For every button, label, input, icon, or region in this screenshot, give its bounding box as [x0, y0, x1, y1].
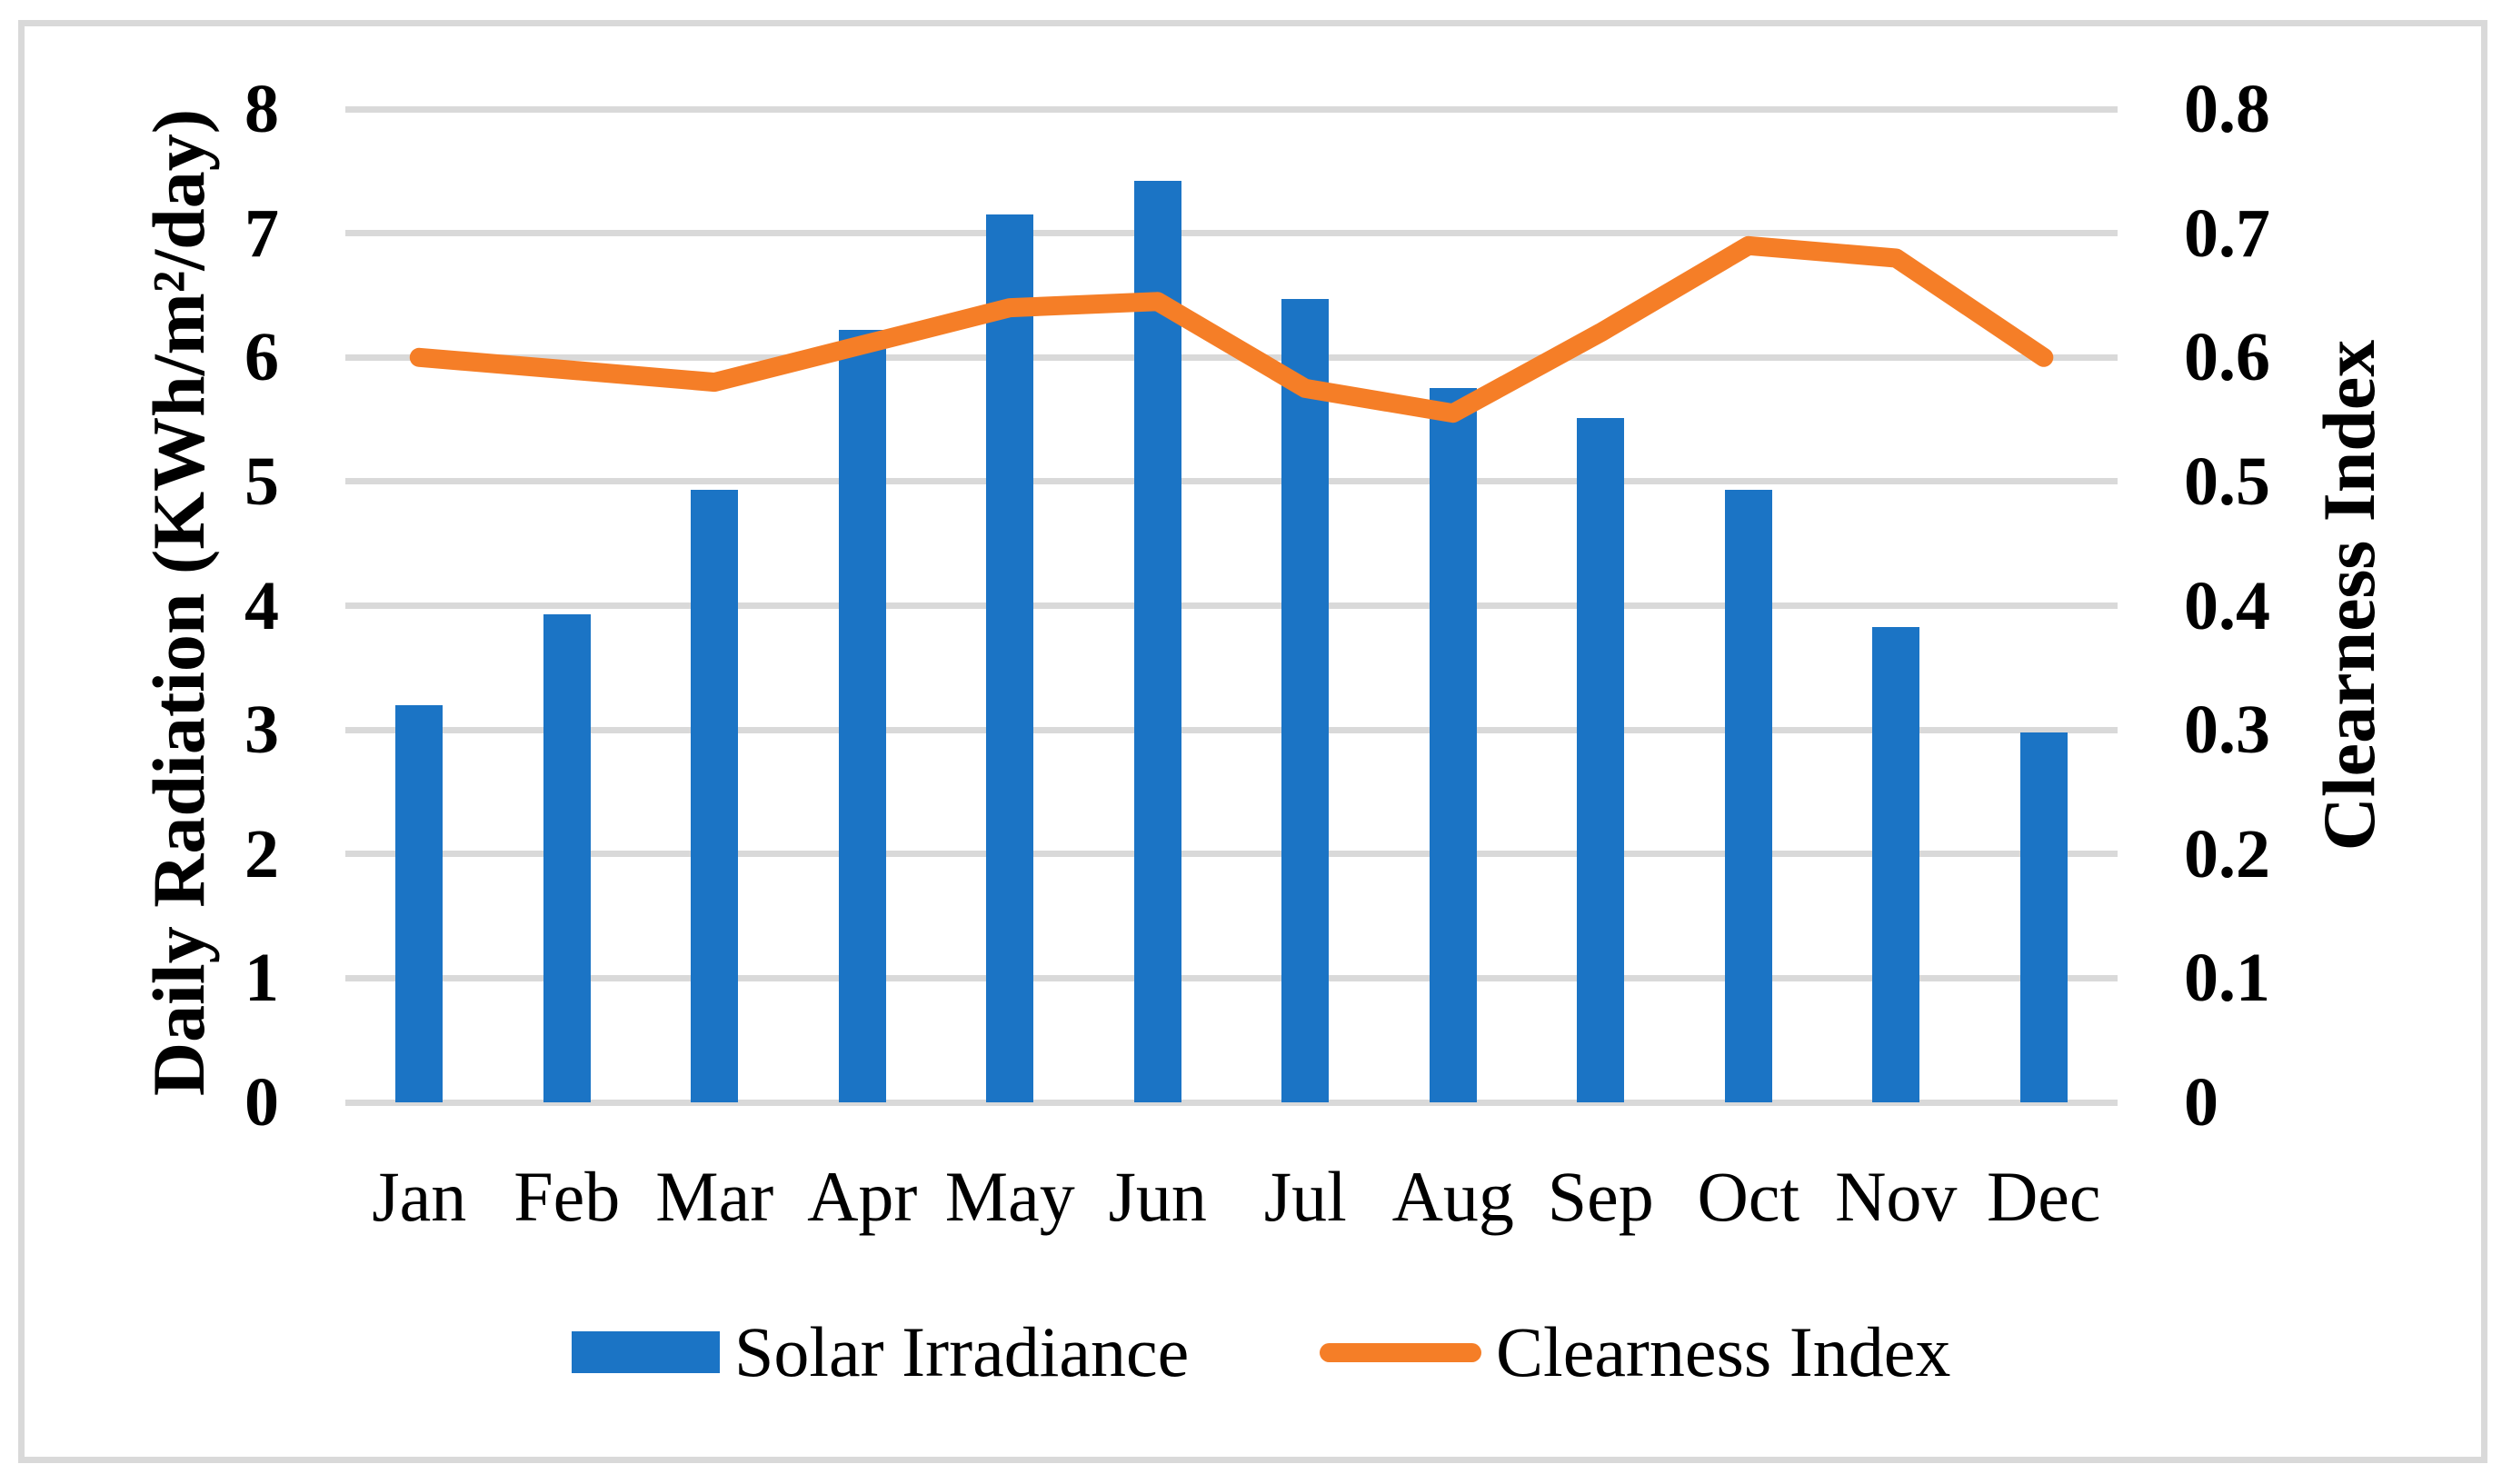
left-axis-tick: 3	[244, 692, 279, 769]
x-axis-label-apr: Apr	[807, 1157, 918, 1236]
right-axis-tick: 0.5	[2184, 443, 2270, 520]
gridline	[345, 851, 2118, 858]
chart-border	[18, 20, 2487, 1463]
x-axis-label-jul: Jul	[1263, 1157, 1347, 1236]
bar-aug	[1429, 388, 1477, 1102]
bar-sep	[1577, 418, 1625, 1102]
gridline	[345, 1099, 2118, 1106]
right-axis-tick: 0.6	[2184, 319, 2270, 396]
gridline	[345, 726, 2118, 733]
x-axis-label-dec: Dec	[1986, 1157, 2101, 1236]
bar-jul	[1281, 299, 1330, 1102]
plot-area	[345, 105, 2118, 1106]
bar-apr	[838, 330, 886, 1102]
left-axis-tick: 0	[244, 1064, 279, 1140]
clearness-index-line-icon	[1320, 1342, 1481, 1362]
gridline	[345, 105, 2118, 113]
right-axis-tick: 0.8	[2184, 71, 2270, 147]
legend-item-solar-irradiance: Solar Irradiance	[572, 1289, 1189, 1416]
left-axis-tick: 7	[244, 194, 279, 272]
x-axis-label-sep: Sep	[1547, 1157, 1654, 1236]
left-axis-tick: 6	[244, 319, 279, 396]
x-axis-label-may: May	[944, 1157, 1075, 1236]
gridline	[345, 974, 2118, 981]
right-axis-tick: 0.1	[2184, 940, 2270, 1017]
clearness-index-polyline	[409, 235, 2054, 423]
x-axis-label-aug: Aug	[1391, 1157, 1514, 1236]
bar-may	[986, 214, 1034, 1102]
bar-nov	[1872, 626, 1920, 1102]
right-axis-title: Clearness Index	[2308, 339, 2390, 852]
left-axis-tick: 2	[244, 815, 279, 892]
x-axis-label-feb: Feb	[513, 1157, 621, 1236]
right-axis-tick: 0.7	[2184, 194, 2270, 272]
right-axis-tick: 0.4	[2184, 567, 2270, 644]
right-axis-tick: 0.2	[2184, 815, 2270, 892]
bar-mar	[691, 490, 739, 1102]
bar-feb	[543, 614, 591, 1102]
bar-jan	[395, 704, 444, 1102]
solar-irradiance-swatch-icon	[572, 1331, 720, 1373]
right-axis-tick: 0	[2184, 1064, 2218, 1140]
x-axis-label-oct: Oct	[1697, 1157, 1800, 1236]
legend-item-clearness-index: Clearness Index	[1320, 1289, 1950, 1416]
x-axis-label-mar: Mar	[655, 1157, 774, 1236]
left-axis-title: Daily Radiation (KWh/m²/day)	[137, 108, 220, 1097]
x-axis-label-nov: Nov	[1835, 1157, 1958, 1236]
left-axis-tick: 8	[244, 71, 279, 147]
left-axis-tick: 4	[244, 567, 279, 644]
legend: Solar Irradiance Clearness Index	[0, 1289, 2512, 1416]
gridline	[345, 354, 2118, 361]
x-axis-label-jan: Jan	[372, 1157, 467, 1236]
bar-oct	[1724, 490, 1772, 1102]
clearness-index-line	[409, 235, 2054, 423]
right-axis-tick: 0.3	[2184, 692, 2270, 769]
left-axis-tick: 5	[244, 443, 279, 520]
gridline	[345, 603, 2118, 609]
legend-label-clearness-index: Clearness Index	[1496, 1312, 1951, 1391]
bar-jun	[1133, 181, 1181, 1102]
legend-label-solar-irradiance: Solar Irradiance	[734, 1312, 1190, 1391]
gridline	[345, 230, 2118, 237]
x-axis-label-jun: Jun	[1108, 1157, 1207, 1236]
left-axis-tick: 1	[244, 940, 279, 1017]
bar-dec	[2019, 732, 2068, 1102]
gridline	[345, 478, 2118, 485]
